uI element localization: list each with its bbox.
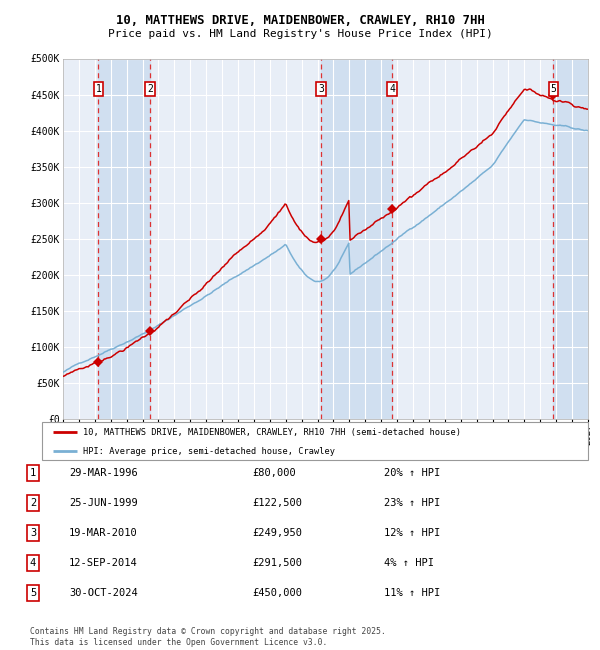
Text: Price paid vs. HM Land Registry's House Price Index (HPI): Price paid vs. HM Land Registry's House …	[107, 29, 493, 39]
Text: £450,000: £450,000	[252, 588, 302, 598]
Text: 19-MAR-2010: 19-MAR-2010	[69, 528, 138, 538]
Text: 11% ↑ HPI: 11% ↑ HPI	[384, 588, 440, 598]
Text: 3: 3	[30, 528, 36, 538]
Text: 4% ↑ HPI: 4% ↑ HPI	[384, 558, 434, 568]
Text: £249,950: £249,950	[252, 528, 302, 538]
Text: 2: 2	[147, 84, 153, 94]
Bar	[553, 58, 588, 419]
Text: 1: 1	[95, 84, 101, 94]
Text: 30-OCT-2024: 30-OCT-2024	[69, 588, 138, 598]
Bar	[98, 58, 150, 419]
Text: 10, MATTHEWS DRIVE, MAIDENBOWER, CRAWLEY, RH10 7HH: 10, MATTHEWS DRIVE, MAIDENBOWER, CRAWLEY…	[116, 14, 484, 27]
Text: 2: 2	[30, 498, 36, 508]
Text: 29-MAR-1996: 29-MAR-1996	[69, 468, 138, 478]
Text: 4: 4	[30, 558, 36, 568]
Text: HPI: Average price, semi-detached house, Crawley: HPI: Average price, semi-detached house,…	[83, 447, 335, 456]
Text: 25-JUN-1999: 25-JUN-1999	[69, 498, 138, 508]
Text: 5: 5	[551, 84, 556, 94]
Text: 3: 3	[318, 84, 324, 94]
Text: 5: 5	[30, 588, 36, 598]
FancyBboxPatch shape	[42, 422, 588, 460]
Text: 1: 1	[30, 468, 36, 478]
Text: 4: 4	[389, 84, 395, 94]
Bar	[321, 58, 392, 419]
Text: 20% ↑ HPI: 20% ↑ HPI	[384, 468, 440, 478]
Text: £122,500: £122,500	[252, 498, 302, 508]
Text: £291,500: £291,500	[252, 558, 302, 568]
Text: Contains HM Land Registry data © Crown copyright and database right 2025.
This d: Contains HM Land Registry data © Crown c…	[30, 627, 386, 647]
Text: 12% ↑ HPI: 12% ↑ HPI	[384, 528, 440, 538]
Text: 10, MATTHEWS DRIVE, MAIDENBOWER, CRAWLEY, RH10 7HH (semi-detached house): 10, MATTHEWS DRIVE, MAIDENBOWER, CRAWLEY…	[83, 428, 461, 437]
Text: 23% ↑ HPI: 23% ↑ HPI	[384, 498, 440, 508]
Text: £80,000: £80,000	[252, 468, 296, 478]
Text: 12-SEP-2014: 12-SEP-2014	[69, 558, 138, 568]
